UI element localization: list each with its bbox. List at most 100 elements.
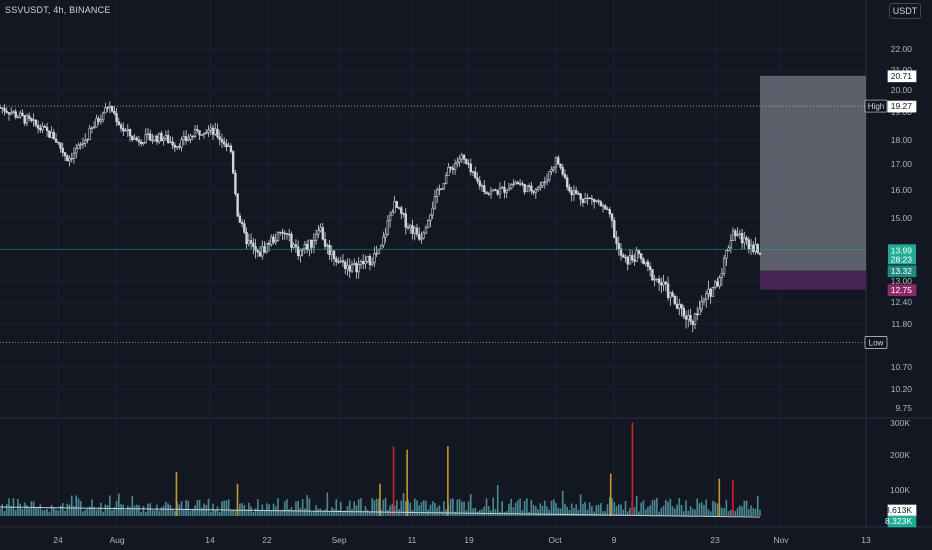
candle-body — [709, 288, 712, 297]
volume-bar — [709, 511, 712, 516]
candle-body — [496, 190, 499, 195]
candle-body — [314, 233, 318, 241]
candle-body — [702, 299, 706, 302]
volume-spike-bar — [175, 471, 178, 516]
time-tick-label: 23 — [710, 535, 720, 545]
volume-bar — [344, 510, 347, 516]
candle-body — [247, 240, 251, 245]
price-axis-tags: 20.7119.2713.9928:2313.3212.7523.613K8.3… — [880, 70, 917, 528]
volume-bar — [754, 508, 757, 516]
volume-bar — [517, 500, 519, 516]
candlestick-series — [0, 101, 762, 333]
volume-bar — [667, 501, 669, 516]
time-axis[interactable]: 24 Aug 14 22 Sep 11 19 Oct 9 23 Nov 13 — [53, 535, 871, 545]
candle-body — [332, 250, 336, 260]
price-axis[interactable]: 22.0021.0020.0019.0018.0017.0016.0015.00… — [891, 44, 913, 413]
volume-bar — [129, 507, 131, 516]
candle-body — [321, 227, 325, 240]
candle-body — [27, 115, 31, 119]
candle-body — [115, 113, 118, 123]
candle-body — [693, 313, 697, 325]
price-tick-label: 12.40 — [891, 297, 913, 307]
volume-spike-bar — [631, 422, 634, 516]
volume-bar — [265, 503, 268, 516]
currency-button[interactable]: USDT — [889, 3, 921, 19]
volume-spike-bar — [236, 483, 239, 516]
candle-body — [99, 119, 103, 122]
candle-body — [586, 197, 589, 199]
candle-body — [63, 152, 67, 157]
volume-bar — [680, 504, 683, 516]
volume-bar — [649, 505, 651, 516]
volume-bar — [248, 502, 250, 516]
candle-body — [140, 141, 143, 145]
volume-bar — [519, 498, 521, 516]
volume-bar — [364, 506, 367, 516]
candle-body — [628, 255, 632, 265]
entry-price-tag-text: 13.32 — [891, 266, 913, 276]
candle-body — [619, 248, 623, 256]
profit-target-zone[interactable] — [760, 75, 866, 271]
volume-bar — [712, 500, 714, 516]
candle-body — [404, 213, 407, 228]
candle-body — [164, 134, 168, 139]
candle-body — [559, 163, 562, 168]
candle-body — [189, 135, 192, 140]
volume-moving-average-line — [0, 506, 760, 518]
candle-body — [393, 201, 396, 213]
volume-bar — [660, 507, 663, 516]
volume-bar — [745, 500, 748, 516]
candle-body — [126, 129, 129, 131]
candle-body — [86, 139, 89, 141]
candle-body — [299, 249, 302, 257]
volume-bar — [629, 507, 631, 516]
candle-body — [162, 138, 165, 141]
candle-body — [494, 189, 497, 192]
candle-body — [613, 220, 616, 238]
volume-bar — [539, 503, 542, 516]
volume-axis: 300K 200K 100K — [890, 418, 910, 495]
volume-bar — [602, 511, 604, 516]
candle-body — [503, 186, 506, 193]
candle-body — [16, 116, 20, 119]
volume-bar — [375, 498, 378, 516]
candle-body — [608, 209, 611, 215]
volume-bar — [739, 505, 741, 516]
volume-ma-tag-text: 23.613K — [880, 505, 912, 515]
candle-body — [671, 292, 674, 297]
target-price-tag-text: 20.71 — [891, 71, 913, 81]
volume-bar — [144, 511, 147, 516]
volume-bar — [622, 509, 625, 516]
candle-body — [440, 188, 443, 190]
candle-body — [550, 169, 553, 172]
volume-bar — [535, 506, 537, 516]
stop-loss-zone[interactable] — [760, 270, 866, 290]
candle-body — [153, 135, 156, 141]
volume-last-tag: 8.323K — [885, 515, 917, 528]
volume-bar — [425, 500, 427, 516]
low-label-box — [864, 336, 888, 349]
volume-bar — [234, 510, 237, 516]
symbol-title: SSVUSDT, 4h, BINANCE — [5, 5, 111, 15]
candle-body — [745, 237, 748, 241]
candle-body — [202, 133, 206, 136]
candle-body — [117, 121, 121, 126]
candle-body — [743, 237, 746, 244]
candle-body — [669, 292, 672, 298]
volume-bar — [591, 506, 593, 516]
time-tick-label: 13 — [861, 535, 871, 545]
volume-bar — [705, 499, 707, 516]
candle-body — [631, 255, 634, 261]
candle-body — [617, 243, 620, 250]
volume-bar — [91, 499, 93, 516]
volume-bar — [37, 508, 39, 516]
long-position-tool[interactable] — [760, 75, 866, 290]
volume-bar — [120, 504, 122, 516]
volume-bar — [611, 498, 613, 516]
candle-body — [88, 128, 91, 140]
candle-body — [308, 239, 311, 251]
volume-bar — [494, 509, 497, 516]
candle-body — [361, 261, 365, 265]
candle-body — [507, 188, 511, 191]
